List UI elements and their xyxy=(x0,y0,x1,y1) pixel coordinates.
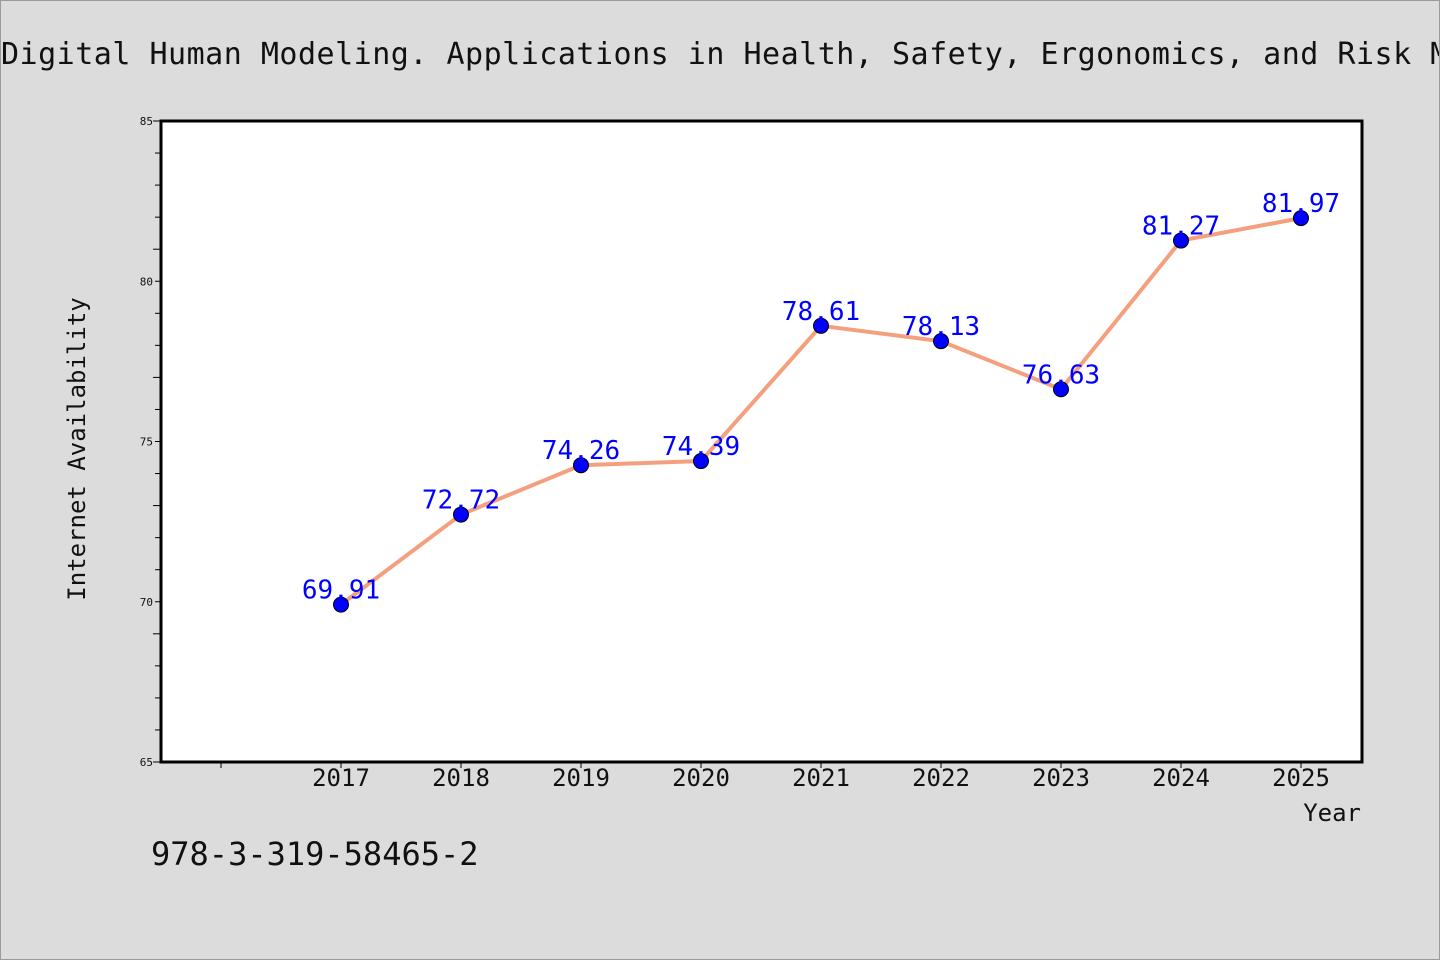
x-tick-label: 2017 xyxy=(312,764,370,792)
data-point xyxy=(1293,210,1309,227)
x-tick-label: 2021 xyxy=(792,764,850,792)
series-group xyxy=(333,210,1309,613)
y-tick-label: 80 xyxy=(140,275,153,288)
data-point xyxy=(1173,232,1189,249)
x-axis: 2017 2018 2019 2020 2021 2022 2023 2024 2025 xyxy=(220,762,1330,792)
data-point xyxy=(813,317,829,334)
data-label: 76.63 xyxy=(1022,360,1100,390)
x-axis-label: Year xyxy=(1303,799,1361,827)
chart-title: Digital Human Modeling. Applications in … xyxy=(1,37,1439,72)
data-label: 74.26 xyxy=(542,436,620,466)
y-tick-label: 65 xyxy=(140,756,153,769)
y-tick-label: 85 xyxy=(140,115,153,128)
data-label: 81.27 xyxy=(1142,212,1220,242)
data-point xyxy=(933,333,949,350)
x-tick-label: 2022 xyxy=(912,764,970,792)
data-label: 78.61 xyxy=(782,297,860,327)
x-tick-label: 2018 xyxy=(432,764,490,792)
y-tick-label: 70 xyxy=(140,596,153,609)
data-label: 69.91 xyxy=(302,576,380,606)
data-labels-group: 69.91 72.72 74.26 74.39 78.61 78.13 76.63 81.27… xyxy=(302,189,1340,606)
data-label: 72.72 xyxy=(422,486,500,516)
data-label: 78.13 xyxy=(902,312,980,342)
plot-area xyxy=(159,119,1364,764)
x-tick-label: 2020 xyxy=(672,764,730,792)
data-label: 74.39 xyxy=(662,432,740,462)
data-point xyxy=(573,457,589,474)
x-tick-label: 2024 xyxy=(1152,764,1210,792)
data-point xyxy=(1053,381,1069,398)
data-label: 81.97 xyxy=(1262,189,1340,219)
y-axis: 65 70 75 80 85 xyxy=(140,115,161,769)
x-tick-label: 2019 xyxy=(552,764,610,792)
x-tick-label: 2025 xyxy=(1272,764,1330,792)
x-tick-label: 2023 xyxy=(1032,764,1090,792)
y-tick-label: 75 xyxy=(140,436,153,449)
y-axis-label: Internet Availability xyxy=(63,297,91,600)
data-point xyxy=(453,506,469,523)
data-point xyxy=(693,453,709,470)
footer-note: 978-3-319-58465-2 xyxy=(151,835,479,873)
data-point xyxy=(333,596,349,613)
